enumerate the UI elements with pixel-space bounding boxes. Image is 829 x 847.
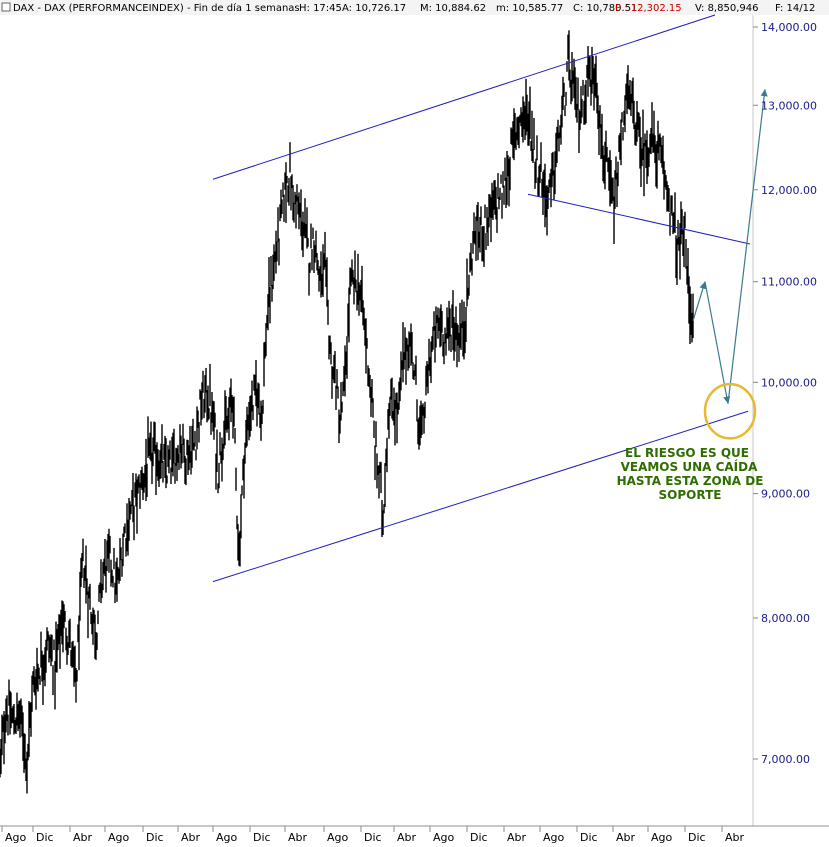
x-tick-label: Dic (470, 831, 488, 843)
price-bars (0, 30, 694, 794)
y-axis-ticks: 14,000.00 13,000.00 12,000.00 11,000.00 10,0… (753, 21, 817, 766)
x-tick-label: Abr (288, 831, 308, 843)
annotation-line: VEAMOS UNA CAÍDA (621, 459, 759, 474)
header-volume: V: 8,850,946 (695, 3, 758, 14)
y-tick-label: 10,000.00 (761, 376, 817, 389)
projection-segment (704, 281, 729, 404)
x-axis-ticks: Ago Dic Abr Ago Dic Abr Ago Dic Abr Ago Dic Abr Ago D… (1, 826, 745, 844)
x-tick-label: Dic (580, 831, 598, 843)
header-high: M: 10,884.62 (420, 3, 486, 14)
header-time: H: 17:45 (299, 3, 342, 14)
x-tick-label: Ago (108, 831, 130, 843)
x-tick-label: Dic (36, 831, 54, 843)
y-tick-label: 7,000.00 (761, 753, 810, 766)
chart-header: DAX - DAX (PERFORMANCEINDEX) - Fin de dí… (0, 0, 829, 15)
x-tick-label: Dic (364, 831, 382, 843)
header-date: F: 14/12 (775, 3, 815, 14)
x-tick-label: Ago (327, 831, 349, 843)
x-tick-label: Abr (725, 831, 745, 843)
x-tick-label: Abr (507, 831, 527, 843)
x-tick-label: Ago (216, 831, 238, 843)
x-tick-label: Ago (543, 831, 565, 843)
header-p: P : 12,302.15 (615, 3, 682, 14)
annotation-line: HASTA ESTA ZONA DE (617, 474, 764, 488)
y-tick-label: 14,000.00 (761, 21, 817, 34)
x-tick-label: Abr (397, 831, 417, 843)
trendline-support-broken (527, 193, 751, 245)
trendline-channel-lower (212, 410, 749, 583)
trendline-channel-upper (212, 14, 716, 180)
x-tick-label: Abr (73, 831, 93, 843)
y-tick-label: 9,000.00 (761, 488, 810, 501)
y-tick-label: 8,000.00 (761, 612, 810, 625)
expand-icon[interactable] (1, 2, 11, 12)
header-title: DAX - DAX (PERFORMANCEINDEX) - Fin de dí… (13, 2, 300, 14)
support-zone-circle (703, 382, 757, 440)
projection-arrowhead (699, 281, 707, 290)
projection-arrowhead (760, 89, 768, 97)
x-tick-label: Abr (616, 831, 636, 843)
header-background (0, 0, 829, 15)
header-close: C: 10,780.51 (573, 3, 637, 14)
x-tick-label: Dic (146, 831, 164, 843)
header-open: A: 10,726.17 (342, 3, 406, 14)
x-tick-label: Ago (5, 831, 27, 843)
y-tick-label: 13,000.00 (761, 99, 817, 112)
annotation-note: EL RIESGO ES QUE VEAMOS UNA CAÍDA HASTA … (617, 446, 764, 502)
annotation-line: SOPORTE (659, 488, 722, 502)
x-tick-label: Abr (181, 831, 201, 843)
header-low: m: 10,585.77 (496, 3, 563, 14)
projection-segment (727, 89, 766, 404)
y-tick-label: 11,000.00 (761, 276, 817, 289)
x-tick-label: Ago (651, 831, 673, 843)
x-tick-label: Ago (433, 831, 455, 843)
x-tick-label: Dic (688, 831, 706, 843)
annotation-line: EL RIESGO ES QUE (625, 446, 749, 460)
overlay-lines (212, 14, 768, 583)
x-tick-label: Dic (253, 831, 271, 843)
y-tick-label: 12,000.00 (761, 184, 817, 197)
